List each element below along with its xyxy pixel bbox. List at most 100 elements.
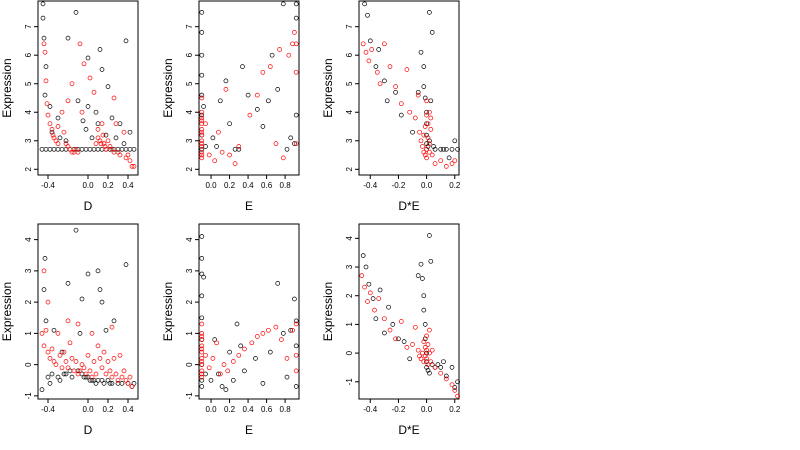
data-point-black (366, 281, 372, 287)
data-point-red (428, 115, 434, 121)
data-point-black (362, 1, 367, 7)
data-point-black (93, 109, 99, 115)
x-tick-label: 0.0 (421, 405, 433, 414)
x-axis-label: D (84, 423, 93, 437)
data-point-red (49, 346, 55, 352)
data-point-red (101, 349, 107, 355)
data-point-black (390, 322, 396, 327)
data-point-red (69, 149, 75, 155)
y-axis-label: Expression (0, 282, 14, 341)
data-point-red (424, 146, 429, 152)
data-point-red (129, 164, 135, 169)
data-point-red (427, 109, 432, 115)
plot-frame (198, 0, 300, 176)
data-point-black (63, 371, 69, 377)
data-point-red (107, 144, 113, 149)
data-point-black (210, 135, 216, 141)
data-point-red (43, 78, 49, 84)
data-point-red (199, 95, 205, 101)
data-point-black (373, 64, 379, 69)
y-tick-label: 3 (345, 264, 354, 269)
data-point-black (443, 146, 449, 152)
data-point-black (40, 15, 46, 21)
data-point-red (293, 352, 299, 358)
data-point-red (199, 141, 205, 146)
data-point-black (89, 377, 95, 383)
data-point-black (377, 287, 383, 293)
data-point-red (199, 132, 205, 138)
x-tick-label: 0.2 (224, 405, 236, 414)
data-point-black (293, 318, 299, 324)
data-point-red (203, 352, 208, 358)
y-tick-label: 7 (345, 24, 354, 29)
data-point-black (438, 146, 444, 152)
y-tick-label: 3 (185, 268, 194, 273)
data-point-black (441, 359, 446, 365)
data-point-red (449, 161, 455, 166)
y-tick-label: 2 (345, 293, 354, 298)
data-point-red (393, 84, 398, 89)
data-point-red (290, 327, 295, 333)
data-point-red (367, 290, 373, 296)
data-point-black (230, 377, 236, 383)
data-point-black (43, 146, 49, 152)
data-point-red (87, 368, 93, 374)
data-point-red (359, 273, 365, 278)
data-point-red (412, 324, 418, 330)
data-point-red (393, 336, 398, 342)
data-point-black (95, 268, 101, 274)
data-point-red (432, 365, 438, 370)
data-point-black (292, 141, 297, 146)
y-tick-label: -1 (24, 392, 33, 400)
data-point-red (382, 316, 387, 322)
data-point-red (428, 127, 434, 132)
data-point-black (384, 98, 390, 104)
data-point-black (427, 370, 432, 376)
data-point-black (199, 10, 205, 15)
data-point-black (199, 315, 205, 321)
data-point-black (199, 146, 205, 152)
y-tick-label: -1 (345, 378, 354, 386)
scatter-panel-5: 0.0 0.2 0.4 0.6 0.8 -1 0 1 2 3 4 E Expression (161, 223, 300, 437)
x-axis-label: D (84, 199, 93, 213)
data-point-black (42, 92, 48, 98)
data-point-red (199, 118, 205, 124)
data-point-black (43, 64, 49, 69)
data-point-black (77, 331, 83, 336)
data-point-black (216, 371, 221, 377)
data-point-red (107, 368, 113, 374)
data-point-red (73, 359, 79, 364)
data-point-red (382, 41, 387, 47)
data-point-red (236, 352, 242, 358)
data-point-red (44, 101, 50, 107)
data-point-black (293, 112, 299, 118)
data-point-black (85, 55, 91, 61)
data-point-red (199, 356, 205, 361)
x-tick-label: 0.2 (449, 405, 461, 414)
data-point-black (127, 146, 133, 152)
data-point-red (102, 144, 108, 149)
data-point-red (266, 327, 271, 333)
data-point-red (97, 356, 103, 361)
data-point-red (89, 374, 95, 380)
data-point-black (367, 38, 373, 44)
data-point-red (125, 381, 131, 386)
x-tick-label: 0.2 (102, 181, 114, 190)
data-point-red (199, 362, 205, 367)
data-point-red (101, 141, 107, 146)
scatter-panel-1: -0.4 0.0 0.2 0.4 2 3 4 5 6 7 D Expression (0, 0, 139, 213)
data-point-red (428, 359, 434, 365)
x-tick-label: -0.2 (392, 181, 406, 190)
data-point-red (199, 127, 205, 132)
data-point-black (55, 146, 61, 152)
data-point-red (219, 149, 225, 155)
data-point-black (73, 10, 79, 15)
data-point-red (425, 135, 431, 141)
data-point-red (117, 352, 123, 358)
data-point-black (99, 67, 105, 72)
x-tick-label: -0.4 (363, 181, 377, 190)
data-point-black (427, 138, 432, 144)
data-point-red (99, 121, 105, 127)
data-point-black (201, 274, 206, 280)
y-axis-label: Expression (161, 58, 175, 117)
